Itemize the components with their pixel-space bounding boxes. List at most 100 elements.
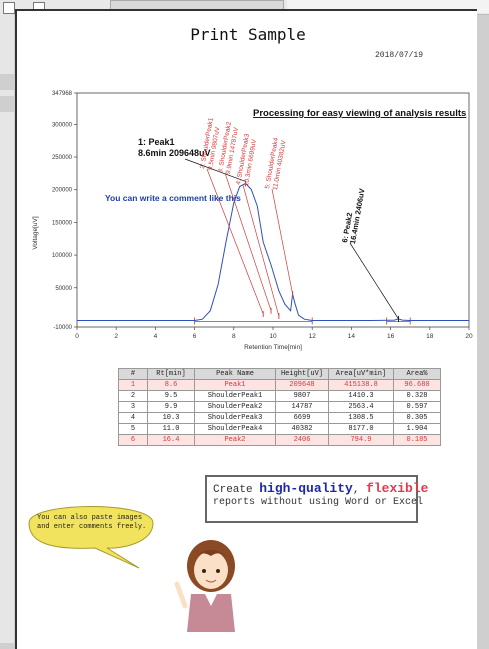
table-row: 6 16.4 Peak2 2406 794.9 0.185 [118,434,441,446]
table-header-cell: Rt[min] [147,368,195,380]
x-tick-label: 12 [309,333,317,340]
table-cell: ShoulderPeak2 [194,401,276,413]
speech-bubble [28,506,154,569]
table-header-row: # Rt[min] Peak Name Height[uV] Area[uV*min] A… [118,368,441,380]
table-cell: 1410.3 [328,390,394,402]
y-tick-label: 50000 [55,286,72,292]
table-cell: 0.597 [393,401,441,413]
x-tick-label: 4 [154,333,158,340]
table-header-cell: Height[uV] [275,368,329,380]
table-cell: 2406 [275,434,329,446]
table-cell: 4 [118,412,148,424]
face [194,551,228,589]
table-cell: 11.0 [147,423,195,435]
x-tick-label: 20 [465,333,473,340]
table-cell: Peak1 [194,379,276,391]
table-header-cell: Peak Name [194,368,276,380]
peak-leader-line [224,172,272,311]
table-cell: 16.4 [147,434,195,446]
panel-band [0,96,14,112]
table-cell: 8177.0 [328,423,394,435]
jacket [187,594,235,632]
peak-leader-line [271,188,293,295]
results-table: # Rt[min] Peak Name Height[uV] Area[uV*min] A… [118,368,441,446]
callout-line1: Create high-quality, flexible [213,481,428,496]
table-cell: 0.305 [393,412,441,424]
table-row: 1 8.6 Peak1 209648 415138.8 96.680 [118,379,441,391]
table-cell: ShoulderPeak3 [194,412,276,424]
chart-comment: You can write a comment like this [105,193,241,203]
callout-flexible: flexible [366,481,429,496]
table-cell: 9.5 [147,390,195,402]
peak-leader-line [206,168,264,315]
table-cell: 1308.5 [328,412,394,424]
y-tick-label: 100000 [52,253,73,259]
table-cell: 8.6 [147,379,195,391]
table-header-cell: Area% [393,368,441,380]
checkbox-icon[interactable] [3,2,15,14]
callout-comma: , [352,484,367,496]
table-cell: 2 [118,390,148,402]
x-tick-label: 18 [426,333,434,340]
table-cell: ShoulderPeak1 [194,390,276,402]
table-cell: Peak2 [194,434,276,446]
panel-band [0,74,14,90]
table-header-cell: # [118,368,148,380]
callout-line2: reports without using Word or Excel [213,497,424,508]
mouth [205,579,217,583]
left-eye [202,569,206,573]
page-title: Print Sample [190,25,306,44]
callout-create-text: Create [213,484,260,496]
x-tick-label: 10 [269,333,277,340]
x-axis-label: Retention Time[min] [244,344,302,351]
plot-area-frame [76,92,470,328]
table-cell: 5 [118,423,148,435]
table-cell: 9.9 [147,401,195,413]
chromatogram-trace [77,182,469,321]
table-row: 5 11.0 ShoulderPeak4 40382 8177.0 1.904 [118,423,441,435]
page-date: 2018/07/19 [375,51,424,60]
x-tick-label: 0 [75,333,79,340]
table-cell: 1 [118,379,148,391]
table-cell: 6 [118,434,148,446]
chart-heading: Processing for easy viewing of analysis … [253,108,466,119]
y-axis-label: Voltage[uV] [32,216,39,249]
print-page: Print Sample 2018/07/19 -10000 50000 10000… [15,9,477,649]
collar [205,594,217,606]
feature-callout: Create high-quality, flexible reports wi… [205,475,428,523]
right-eye [216,569,220,573]
x-tick-label: 2 [114,333,118,340]
bangs [193,550,229,558]
table-row: 4 10.3 ShoulderPeak3 6699 1308.5 0.305 [118,412,441,424]
table-cell: ShoulderPeak4 [194,423,276,435]
peak-leader-line [184,158,246,182]
bubble-shape [28,506,154,569]
table-cell: 96.680 [393,379,441,391]
left-panel [0,14,14,643]
table-cell: 9807 [275,390,329,402]
peak-leader-line [242,184,280,317]
x-tick-label: 16 [387,333,395,340]
y-tick-label: 150000 [52,220,73,226]
table-cell: 10.3 [147,412,195,424]
table-cell: 0.328 [393,390,441,402]
peak1-label-line1: 1: Peak1 [138,137,175,147]
table-row: 3 9.9 ShoulderPeak2 14787 2563.4 0.597 [118,401,441,413]
peak-leader-line [349,242,399,320]
callout-high-quality: high-quality [259,481,353,496]
table-cell: 2563.4 [328,401,394,413]
y-tick-label: 300000 [52,122,73,128]
mascot-illustration [174,540,235,632]
table-cell: 1.904 [393,423,441,435]
table-cell: 14787 [275,401,329,413]
y-tick-label: -10000 [53,325,72,331]
table-cell: 6699 [275,412,329,424]
chromatogram-chart: -10000 50000 100000 150000 200000 250000 30000… [32,91,473,351]
bubble-text: You can also paste images and enter comm… [37,514,147,531]
y-tick-label: 200000 [52,188,73,194]
table-row: 2 9.5 ShoulderPeak1 9807 1410.3 0.328 [118,390,441,402]
table-cell: 3 [118,401,148,413]
raised-hand [174,581,188,609]
